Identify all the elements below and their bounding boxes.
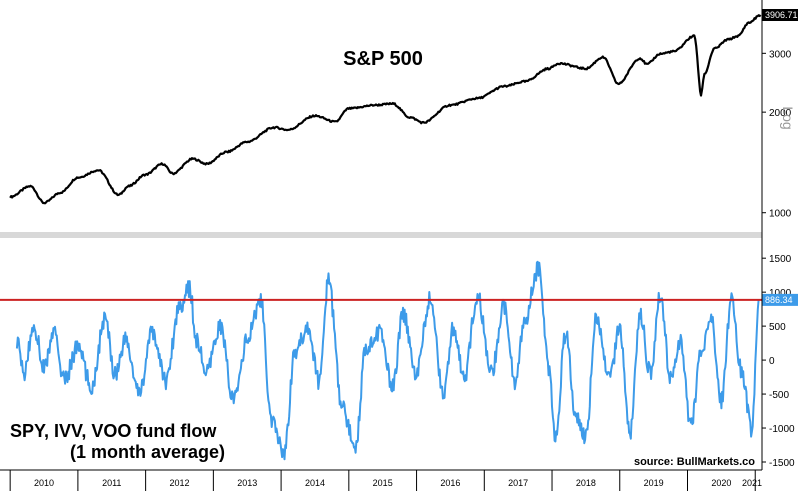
x-axis-tick-label: 2014 <box>305 478 325 488</box>
fund-flow-tick-label: 0 <box>769 356 775 367</box>
fund-flow-y-ticks: -1500 -1000 -500 0 500 1000 1500 <box>762 254 795 469</box>
fund-flow-panel: -1500 -1000 -500 0 500 1000 1500 SPY, IVV, VOO… <box>0 254 798 469</box>
sp500-tick-label: 2000 <box>769 108 792 119</box>
x-axis-tick-label: 2017 <box>508 478 528 488</box>
fund-flow-tick-label: 500 <box>769 322 786 333</box>
sp500-tick-label: 1000 <box>769 209 792 220</box>
fund-flow-tick-label: -500 <box>769 390 789 401</box>
x-axis-tick-label: 2011 <box>102 478 121 488</box>
sp500-tag-box <box>762 9 798 22</box>
x-axis-tick-label: 2020 <box>711 478 731 488</box>
fund-flow-tag-box <box>762 293 798 306</box>
sp500-plot-area <box>0 0 762 232</box>
fund-flow-tick-label: 1000 <box>769 288 792 299</box>
sp500-y-ticks: 1000 2000 3000 <box>762 49 792 220</box>
x-axis-tick-label: 2010 <box>34 478 54 488</box>
x-axis-tick-label: 2019 <box>644 478 664 488</box>
sp500-last-value: 3906.71 <box>765 10 798 20</box>
sp500-panel: 1000 2000 3000 S&P 500 Log 3906.71 <box>0 0 798 232</box>
sp500-tick-label: 3000 <box>769 49 792 60</box>
source-label: source: BullMarkets.co <box>634 456 755 468</box>
sp500-line <box>9 14 762 205</box>
x-axis-tick-label: 2012 <box>169 478 189 488</box>
fund-flow-tick-label: 1500 <box>769 254 792 265</box>
fund-flow-subtitle: (1 month average) <box>70 442 225 462</box>
fund-flow-title: SPY, IVV, VOO fund flow <box>10 421 217 441</box>
x-axis-tick-label: 2013 <box>237 478 257 488</box>
x-axis-tick-label: 2015 <box>373 478 393 488</box>
fund-flow-last-value: 886.34 <box>765 295 793 305</box>
sp500-title: S&P 500 <box>343 48 423 70</box>
panel-divider[interactable] <box>0 232 762 238</box>
x-axis-tick-label: 2018 <box>576 478 596 488</box>
sp500-last-value-tag: 3906.71 <box>762 9 798 22</box>
fund-flow-line <box>15 260 760 461</box>
x-axis: 2010 2011 2012 2013 2014 2015 2016 2017 2018 2019… <box>0 469 762 491</box>
fund-flow-tick-label: -1000 <box>769 424 795 435</box>
log-scale-label: Log <box>780 106 796 129</box>
x-axis-tick-label: 2016 <box>440 478 460 488</box>
fund-flow-tick-label: -1500 <box>769 458 795 469</box>
x-axis-tick-label: 2021 <box>742 478 762 488</box>
fund-flow-last-value-tag: 886.34 <box>762 293 798 306</box>
